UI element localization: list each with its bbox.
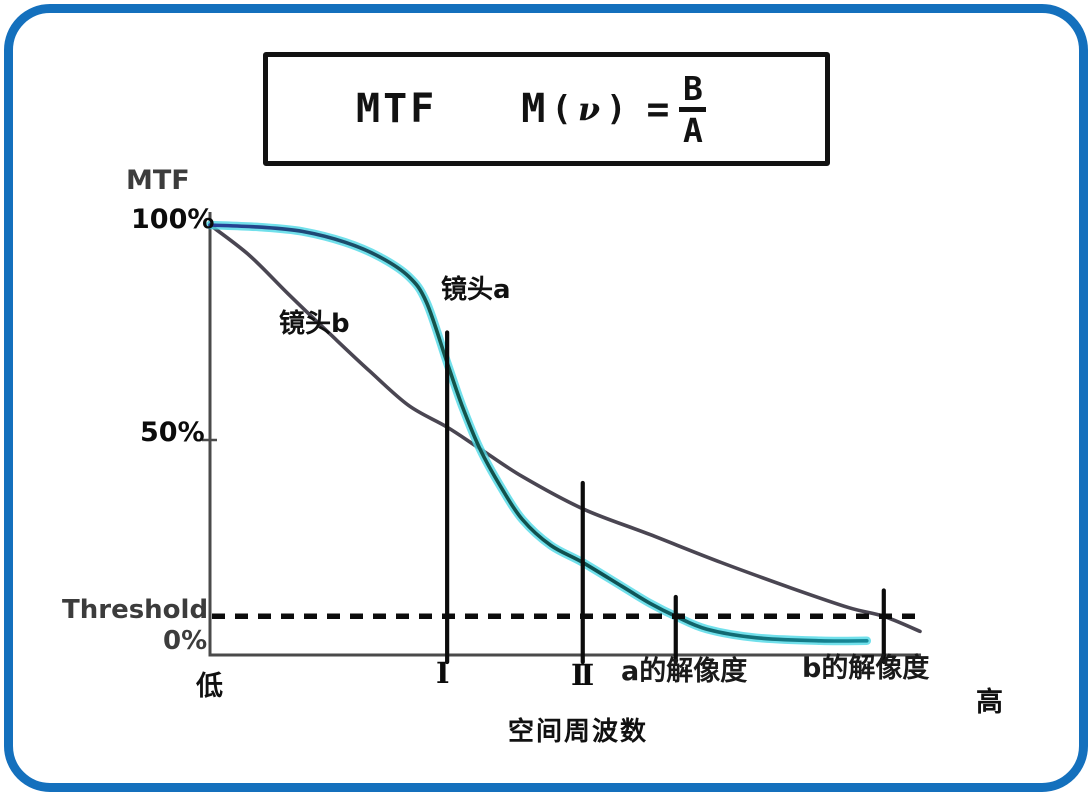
formula-box: MTF M ( ν ) = B A	[263, 52, 830, 166]
formula-m: M	[521, 86, 546, 132]
resolution-b-label: b的解像度	[802, 653, 930, 684]
lens-a-curve-label: 镜头a	[441, 275, 511, 305]
formula-nu: ν	[577, 90, 601, 128]
threshold-label: Threshold	[62, 595, 209, 625]
marker-1-label: I	[436, 656, 450, 690]
formula-equals: =	[646, 87, 670, 131]
x-axis-title: 空间周波数	[508, 717, 649, 747]
formula-mtf-label: MTF	[356, 86, 438, 132]
formula-numerator: B	[682, 68, 703, 108]
formula-open-paren: (	[551, 89, 572, 129]
x-label-low: 低	[196, 671, 223, 702]
y-tick-100: 100%	[131, 204, 215, 235]
axes	[208, 212, 921, 657]
lens-b-curve	[208, 223, 922, 634]
lens-a-curve	[208, 223, 869, 643]
y-axis-title: MTF	[126, 165, 190, 196]
resolution-a-label: a的解像度	[621, 656, 748, 687]
formula-close-paren: )	[606, 89, 627, 129]
formula-expression: M ( ν ) = B A	[521, 68, 707, 150]
formula-fraction: B A	[679, 68, 707, 150]
fraction-bar	[679, 106, 707, 112]
marker-2-label: II	[571, 658, 594, 692]
x-label-high: 高	[976, 687, 1003, 718]
y-tick-50: 50%	[140, 417, 205, 448]
lens-b-curve-label: 镜头b	[279, 309, 350, 339]
y-tick-0: 0%	[163, 626, 208, 656]
formula-denominator: A	[682, 110, 703, 150]
